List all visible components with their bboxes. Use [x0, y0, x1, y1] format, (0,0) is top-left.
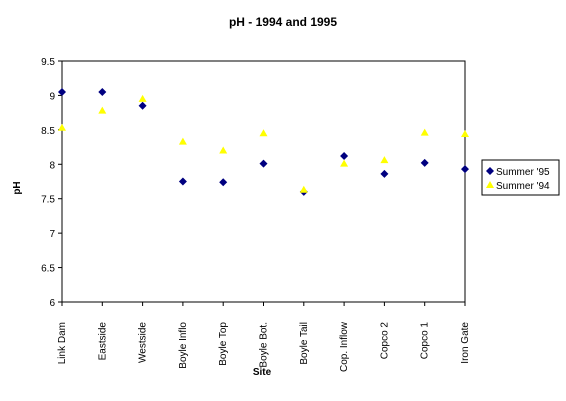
diamond-point: [461, 165, 469, 174]
data-points: [58, 87, 469, 196]
y-tick-label: 7.5: [41, 195, 55, 206]
x-tick-label: Boyle Tail: [299, 322, 310, 365]
x-tick-label: Iron Gate: [460, 322, 471, 364]
triangle-point: [259, 129, 268, 137]
x-tick-label: Copco 2: [379, 322, 390, 360]
x-tick-label: Westside: [138, 322, 149, 363]
x-axis-title: Site: [253, 367, 272, 378]
diamond-point: [340, 152, 349, 161]
y-tick-label: 7: [49, 229, 55, 240]
plot-area: [61, 60, 466, 303]
y-tick-label: 9.5: [41, 57, 55, 68]
diamond-point: [259, 159, 268, 168]
y-axis-title: pH: [12, 181, 23, 194]
y-tick-label: 8: [49, 160, 55, 171]
diamond-point: [58, 87, 66, 96]
series-0: [58, 87, 469, 196]
y-tick-label: 6.5: [41, 264, 55, 275]
x-tick-label: Copco 1: [420, 322, 431, 360]
y-axis: 6 6.5 7 7.5 8 8.5 9 9.5: [41, 57, 62, 309]
triangle-point: [380, 156, 389, 164]
triangle-point: [58, 123, 66, 131]
diamond-point: [178, 177, 187, 186]
legend: Summer '95 Summer '94: [481, 159, 560, 196]
y-tick-label: 8.5: [41, 126, 55, 137]
chart-title: pH - 1994 and 1995: [229, 15, 337, 29]
x-tick-label: Boyle Bot.: [259, 322, 270, 368]
triangle-point: [461, 129, 469, 137]
legend-label: Summer '94: [496, 181, 550, 192]
x-tick-label: Boyle Top: [218, 322, 229, 366]
triangle-point: [219, 146, 228, 154]
y-tick-label: 9: [49, 91, 55, 102]
x-axis: Link Dam Eastside Westside Boyle Inflo Boyle…: [57, 302, 471, 372]
diamond-point: [138, 101, 147, 110]
triangle-point: [98, 106, 107, 114]
triangle-point: [420, 128, 429, 136]
x-tick-label: Boyle Inflo: [178, 322, 189, 369]
diamond-point: [380, 169, 389, 178]
y-tick-label: 6: [49, 298, 55, 309]
triangle-point: [138, 94, 147, 102]
series-1: [58, 94, 469, 193]
triangle-point: [299, 185, 308, 193]
legend-marker: [486, 181, 494, 188]
x-tick-label: Eastside: [97, 322, 108, 361]
diamond-point: [98, 87, 107, 96]
diamond-point: [219, 178, 228, 187]
legend-marker: [486, 167, 494, 175]
x-tick-label: Cop. Inflow: [339, 321, 350, 372]
triangle-point: [340, 159, 349, 167]
triangle-point: [178, 137, 187, 145]
diamond-point: [420, 158, 429, 167]
legend-box: [481, 159, 560, 196]
legend-label: Summer '95: [496, 167, 550, 178]
x-tick-label: Link Dam: [57, 322, 68, 364]
